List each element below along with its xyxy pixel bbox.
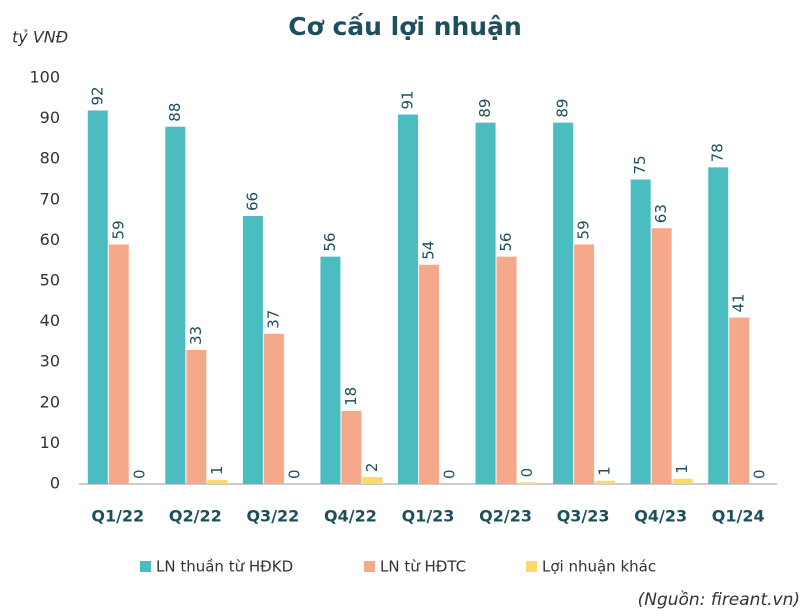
bar bbox=[517, 482, 538, 484]
data-label: 54 bbox=[420, 241, 438, 260]
source: (Nguồn: fireant.vn) bbox=[638, 589, 800, 610]
bar bbox=[320, 256, 341, 484]
data-label: 33 bbox=[187, 326, 205, 345]
y-tick-label: 60 bbox=[40, 230, 60, 249]
data-label: 59 bbox=[575, 220, 593, 239]
data-label: 59 bbox=[109, 220, 127, 239]
x-tick-label: Q1/22 bbox=[91, 507, 144, 526]
x-tick-label: Q4/22 bbox=[324, 507, 377, 526]
data-label: 0 bbox=[285, 469, 303, 479]
bar bbox=[263, 333, 284, 484]
y-tick-label: 10 bbox=[40, 433, 60, 452]
data-label: 1 bbox=[596, 466, 614, 476]
bar bbox=[630, 179, 651, 484]
legend-swatch bbox=[140, 561, 151, 572]
y-axis-label: tỷ VNĐ bbox=[12, 28, 68, 47]
legend-label: LN thuần từ HĐKD bbox=[156, 558, 293, 576]
data-label: 37 bbox=[264, 310, 282, 329]
y-tick-label: 0 bbox=[50, 474, 60, 493]
bar bbox=[186, 350, 207, 484]
data-label: 66 bbox=[243, 192, 261, 211]
bar bbox=[651, 228, 672, 484]
bar bbox=[362, 477, 383, 484]
data-label: 89 bbox=[476, 99, 494, 118]
legend-label: LN từ HĐTC bbox=[380, 558, 466, 576]
y-tick-label: 100 bbox=[29, 68, 60, 87]
data-label: 0 bbox=[518, 468, 536, 478]
y-tick-label: 90 bbox=[40, 108, 60, 127]
x-tick-label: Q1/23 bbox=[402, 507, 455, 526]
bar bbox=[207, 479, 228, 484]
data-label: 91 bbox=[399, 90, 417, 109]
x-tick-label: Q1/24 bbox=[712, 507, 765, 526]
legend-swatch bbox=[364, 561, 375, 572]
bar bbox=[574, 244, 595, 484]
bar bbox=[341, 410, 362, 484]
bar bbox=[496, 256, 517, 484]
data-label: 63 bbox=[652, 204, 670, 223]
bar bbox=[672, 478, 693, 484]
y-tick-label: 70 bbox=[40, 189, 60, 208]
bar bbox=[108, 244, 129, 484]
data-label: 1 bbox=[673, 464, 691, 474]
data-label: 0 bbox=[751, 469, 769, 479]
x-tick-label: Q3/23 bbox=[557, 507, 610, 526]
legend-label: Lợi nhuận khác bbox=[542, 558, 656, 576]
bar bbox=[398, 114, 418, 484]
x-tick-label: Q2/23 bbox=[479, 507, 532, 526]
data-label: 2 bbox=[363, 463, 381, 473]
y-tick-label: 40 bbox=[40, 311, 60, 330]
y-tick-label: 30 bbox=[40, 352, 60, 371]
legend-swatch bbox=[526, 561, 537, 572]
data-label: 0 bbox=[441, 469, 459, 479]
bar bbox=[708, 167, 729, 484]
data-label: 88 bbox=[166, 103, 184, 122]
data-label: 75 bbox=[631, 155, 649, 174]
bar bbox=[729, 317, 750, 484]
data-label: 56 bbox=[497, 233, 515, 252]
data-label: 78 bbox=[709, 143, 727, 162]
data-label: 18 bbox=[342, 387, 360, 406]
y-tick-label: 50 bbox=[40, 271, 60, 290]
x-tick-label: Q2/22 bbox=[169, 507, 222, 526]
bar bbox=[595, 480, 616, 484]
bar bbox=[419, 264, 439, 484]
bar bbox=[475, 122, 496, 484]
x-tick-label: Q4/23 bbox=[634, 507, 687, 526]
data-label: 89 bbox=[554, 99, 572, 118]
x-tick-label: Q3/22 bbox=[246, 507, 299, 526]
chart-title: Cơ cấu lợi nhuận bbox=[288, 12, 522, 41]
data-label: 41 bbox=[730, 293, 748, 312]
data-label: 1 bbox=[208, 465, 226, 475]
bar bbox=[165, 126, 186, 484]
bar bbox=[87, 110, 108, 484]
data-label: 0 bbox=[130, 469, 148, 479]
bar bbox=[242, 216, 263, 485]
y-tick-label: 80 bbox=[40, 149, 60, 168]
bar bbox=[553, 122, 574, 484]
y-tick-label: 20 bbox=[40, 392, 60, 411]
data-label: 56 bbox=[321, 233, 339, 252]
data-label: 92 bbox=[88, 86, 106, 105]
